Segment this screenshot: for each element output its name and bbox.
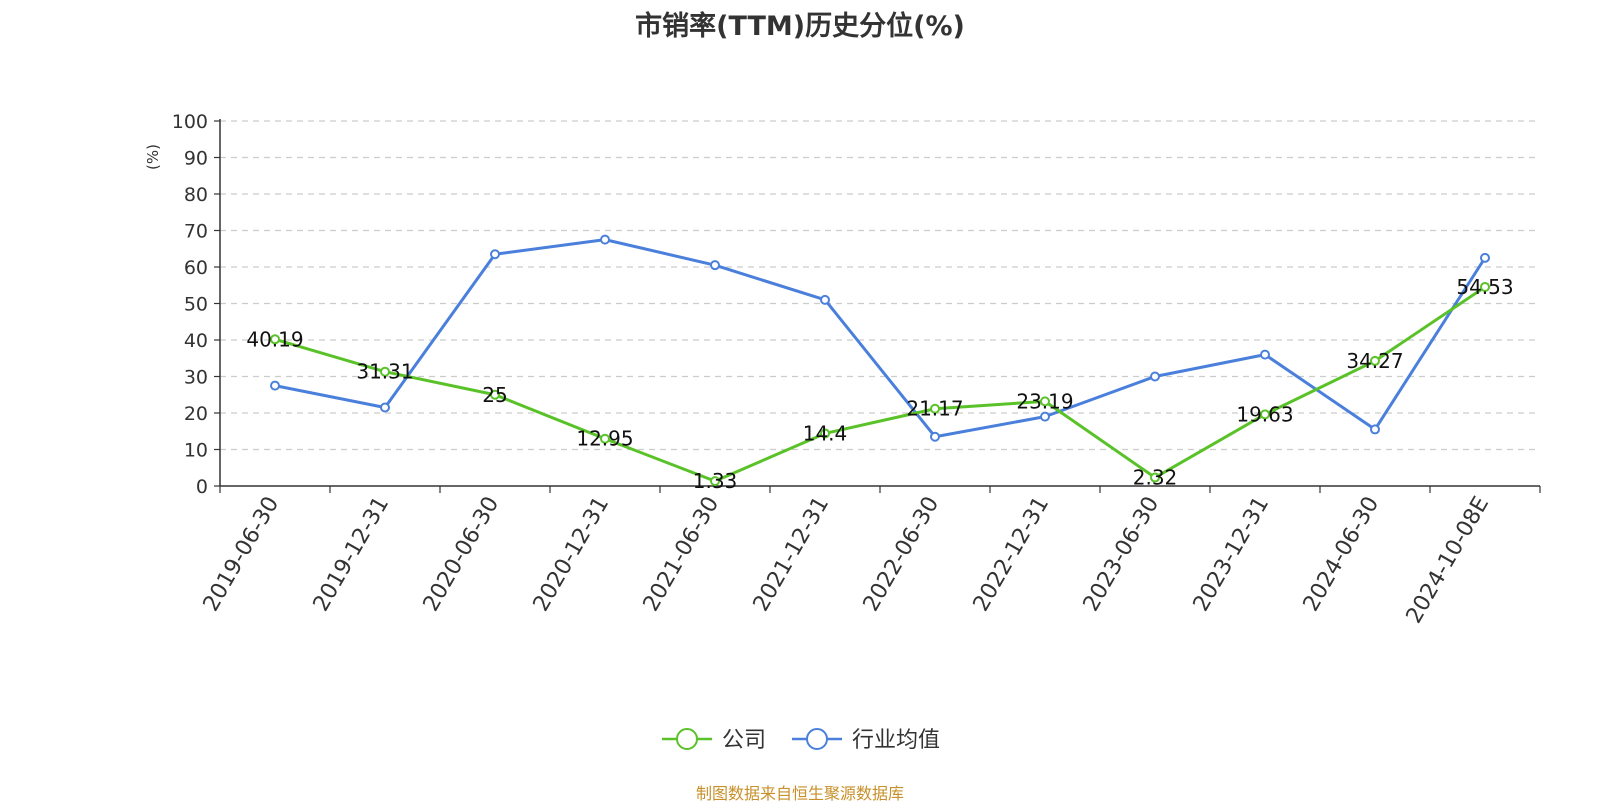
data-point[interactable] (380, 402, 390, 413)
data-point[interactable] (1150, 371, 1160, 382)
y-tick-label: 60 (184, 257, 208, 279)
data-label: 19.63 (1236, 402, 1293, 426)
data-point[interactable] (1040, 411, 1050, 422)
data-label: 1.33 (693, 469, 738, 493)
y-tick-label: 20 (184, 403, 208, 425)
x-tick-label: 2023-12-31 (1189, 493, 1275, 616)
data-point[interactable] (270, 380, 280, 391)
data-label: 34.27 (1346, 349, 1403, 373)
data-label: 40.19 (246, 327, 303, 351)
data-point[interactable] (600, 433, 610, 444)
data-label: 31.31 (356, 360, 413, 384)
data-point[interactable] (1040, 396, 1050, 407)
data-label: 21.17 (906, 397, 963, 421)
data-point[interactable] (710, 476, 720, 487)
series-line (274, 238, 1487, 439)
y-tick-label: 0 (196, 476, 208, 498)
data-label: 12.95 (576, 427, 633, 451)
legend[interactable]: 公司 行业均值 (662, 728, 940, 753)
y-tick-label: 30 (184, 367, 208, 389)
y-tick-label: 70 (184, 221, 208, 243)
data-point[interactable] (1150, 472, 1160, 483)
x-tick-label: 2021-06-30 (639, 493, 725, 616)
series-lines (270, 234, 1490, 487)
y-tick-label: 80 (184, 184, 208, 206)
x-tick-label: 2024-06-30 (1299, 493, 1385, 616)
data-point[interactable] (1480, 252, 1490, 263)
data-label: 2.32 (1133, 466, 1178, 490)
data-point[interactable] (1260, 349, 1270, 360)
source-note: 制图数据来自恒生聚源数据库 (695, 784, 904, 803)
x-tick-label: 2020-12-31 (529, 493, 615, 616)
data-point[interactable] (490, 389, 500, 400)
data-point[interactable] (1480, 281, 1490, 292)
data-point[interactable] (1370, 355, 1380, 366)
series-line (274, 285, 1486, 483)
data-point[interactable] (930, 431, 940, 442)
legend-marker (676, 728, 698, 750)
legend-label: 行业均值 (852, 728, 940, 753)
data-point[interactable] (490, 249, 500, 260)
y-tick-label: 100 (172, 111, 208, 133)
legend-item[interactable]: 行业均值 (792, 728, 940, 753)
legend-label: 公司 (722, 728, 766, 753)
y-tick-label: 10 (184, 440, 208, 462)
data-label: 54.53 (1456, 275, 1513, 299)
y-tick-label: 40 (184, 330, 208, 352)
data-point[interactable] (1370, 424, 1380, 435)
y-tick-label: 50 (184, 294, 208, 316)
x-tick-label: 2023-06-30 (1079, 493, 1165, 616)
data-point[interactable] (820, 428, 830, 439)
data-point[interactable] (270, 334, 280, 345)
data-point[interactable] (710, 260, 720, 271)
x-tick-label: 2022-12-31 (969, 493, 1055, 616)
x-tick-label: 2019-12-31 (309, 493, 395, 616)
legend-marker (806, 728, 828, 750)
x-tick-label: 2019-06-30 (199, 493, 285, 616)
data-labels: 40.19 31.31 25 12.95 1.33 14.4 21.17 23.19 2.32 1… (246, 275, 1513, 493)
y-axis-title: (%) (144, 144, 162, 170)
x-tick-label: 2020-06-30 (419, 493, 505, 616)
grid-lines (220, 120, 1540, 451)
x-tick-label: 2024-10-08E (1402, 493, 1495, 628)
chart-title: 市销率(TTM)历史分位(%) (635, 11, 965, 42)
data-point[interactable] (820, 294, 830, 305)
data-point[interactable] (1260, 409, 1270, 420)
y-tick-label: 90 (184, 148, 208, 170)
data-point[interactable] (930, 403, 940, 414)
data-label: 14.4 (803, 421, 848, 445)
x-tick-label: 2022-06-30 (859, 493, 945, 616)
x-tick-label: 2021-12-31 (749, 493, 835, 616)
data-label: 25 (482, 383, 507, 407)
data-point[interactable] (600, 234, 610, 245)
legend-item[interactable]: 公司 (662, 728, 766, 753)
data-point[interactable] (380, 366, 390, 377)
data-label: 23.19 (1016, 389, 1073, 413)
